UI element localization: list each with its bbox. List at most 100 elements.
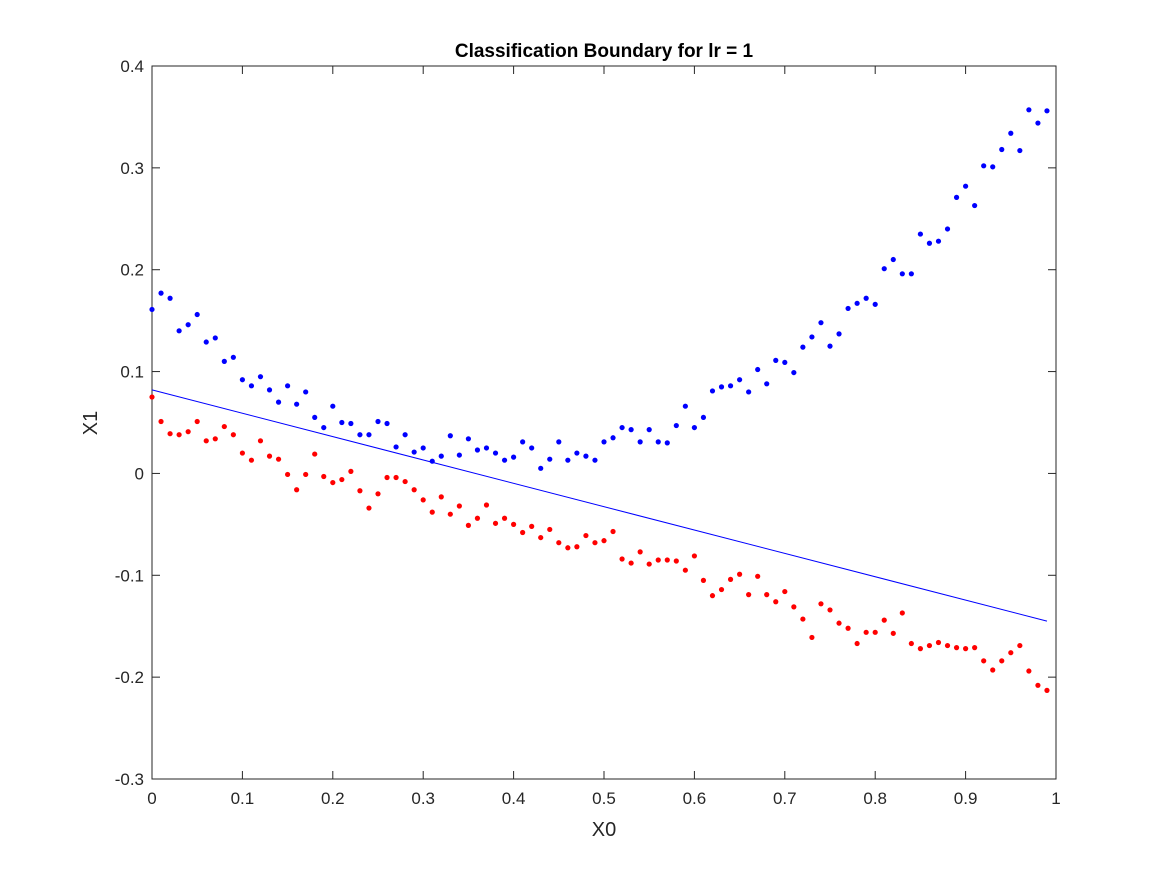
data-point <box>212 436 218 442</box>
data-point <box>592 457 598 463</box>
chart-title: Classification Boundary for lr = 1 <box>455 41 754 62</box>
x-tick-label: 0.4 <box>502 789 526 808</box>
data-point <box>538 465 544 471</box>
data-point <box>782 588 788 595</box>
x-tick-label: 0.3 <box>411 789 435 808</box>
data-point <box>429 458 435 464</box>
data-point <box>863 295 869 301</box>
x-tick-label: 0.2 <box>321 789 345 808</box>
data-point <box>266 453 273 459</box>
data-point <box>257 438 264 444</box>
data-point <box>755 366 761 373</box>
data-point <box>881 266 887 272</box>
classification-boundary-line <box>151 389 1048 622</box>
data-point <box>818 601 824 607</box>
data-point <box>917 231 924 237</box>
boundary-line <box>151 389 1048 622</box>
data-point <box>257 374 264 380</box>
data-point <box>556 439 562 445</box>
data-point <box>221 423 227 430</box>
data-point <box>520 439 526 445</box>
data-point <box>863 629 869 635</box>
data-point <box>574 544 580 550</box>
x-axis-ticks: 0 0.1 0.2 0.3 0.4 0.5 0.6 0.7 0.8 0.9 1 <box>147 66 1061 808</box>
data-point <box>393 444 399 450</box>
x-tick-label: 0.8 <box>863 789 887 808</box>
data-point <box>673 558 679 564</box>
x-tick-label: 0.6 <box>683 789 707 808</box>
data-point <box>1008 650 1014 656</box>
data-point <box>637 439 643 445</box>
data-point <box>592 540 598 546</box>
data-point <box>510 454 517 460</box>
data-point <box>953 645 960 651</box>
y-tick-label: 0.4 <box>120 57 144 76</box>
x-tick-label: 0.7 <box>773 789 797 808</box>
data-point <box>800 344 806 350</box>
data-point <box>809 634 815 641</box>
y-tick-label: 0.3 <box>120 159 144 178</box>
data-point <box>266 387 273 393</box>
data-point <box>429 509 435 515</box>
data-point <box>194 311 200 318</box>
data-point <box>1035 682 1041 688</box>
data-point <box>827 607 833 613</box>
data-point <box>565 545 571 551</box>
data-point <box>773 357 779 363</box>
data-point <box>1026 107 1032 113</box>
data-point <box>773 599 779 605</box>
data-point <box>230 432 236 438</box>
data-point <box>854 300 860 306</box>
data-point <box>375 418 381 425</box>
data-point <box>212 335 218 341</box>
data-point <box>294 487 300 493</box>
data-point <box>926 240 933 246</box>
data-point <box>664 557 670 563</box>
data-point <box>420 497 426 503</box>
data-point <box>483 502 490 508</box>
x-tick-label: 0.1 <box>231 789 255 808</box>
data-point <box>827 343 833 349</box>
data-point <box>899 610 905 616</box>
data-point <box>501 515 508 521</box>
data-point <box>999 658 1005 664</box>
data-point <box>312 451 318 457</box>
data-point <box>655 557 661 563</box>
data-point <box>682 567 688 573</box>
data-point <box>483 445 490 451</box>
data-point <box>664 440 670 446</box>
data-point <box>791 369 797 376</box>
data-point <box>176 432 182 438</box>
data-point <box>1017 147 1023 154</box>
data-point <box>836 331 842 337</box>
data-point <box>691 424 698 431</box>
data-point <box>565 457 571 463</box>
data-point <box>655 439 661 445</box>
data-point <box>375 491 381 497</box>
data-point <box>194 418 200 425</box>
data-point <box>935 639 942 646</box>
data-point <box>348 468 354 474</box>
y-axis-ticks: -0.3 -0.2 -0.1 0 0.1 0.2 0.3 0.4 <box>115 57 1056 789</box>
data-point <box>158 290 164 296</box>
scatter-series-1 <box>149 394 1050 693</box>
data-point <box>872 629 878 635</box>
data-point <box>764 381 770 387</box>
data-point <box>999 146 1005 153</box>
y-tick-label: -0.1 <box>115 566 144 585</box>
data-point <box>1044 108 1050 114</box>
data-point <box>456 503 462 509</box>
data-point <box>727 383 734 389</box>
data-point <box>899 271 905 277</box>
data-point <box>944 226 951 232</box>
data-point <box>691 553 698 559</box>
data-point <box>1035 120 1041 126</box>
data-point <box>321 424 327 431</box>
data-point <box>447 433 453 439</box>
data-point <box>972 645 978 651</box>
data-point <box>312 414 318 421</box>
data-point <box>167 295 173 301</box>
data-point <box>963 646 969 652</box>
data-point <box>845 305 851 312</box>
